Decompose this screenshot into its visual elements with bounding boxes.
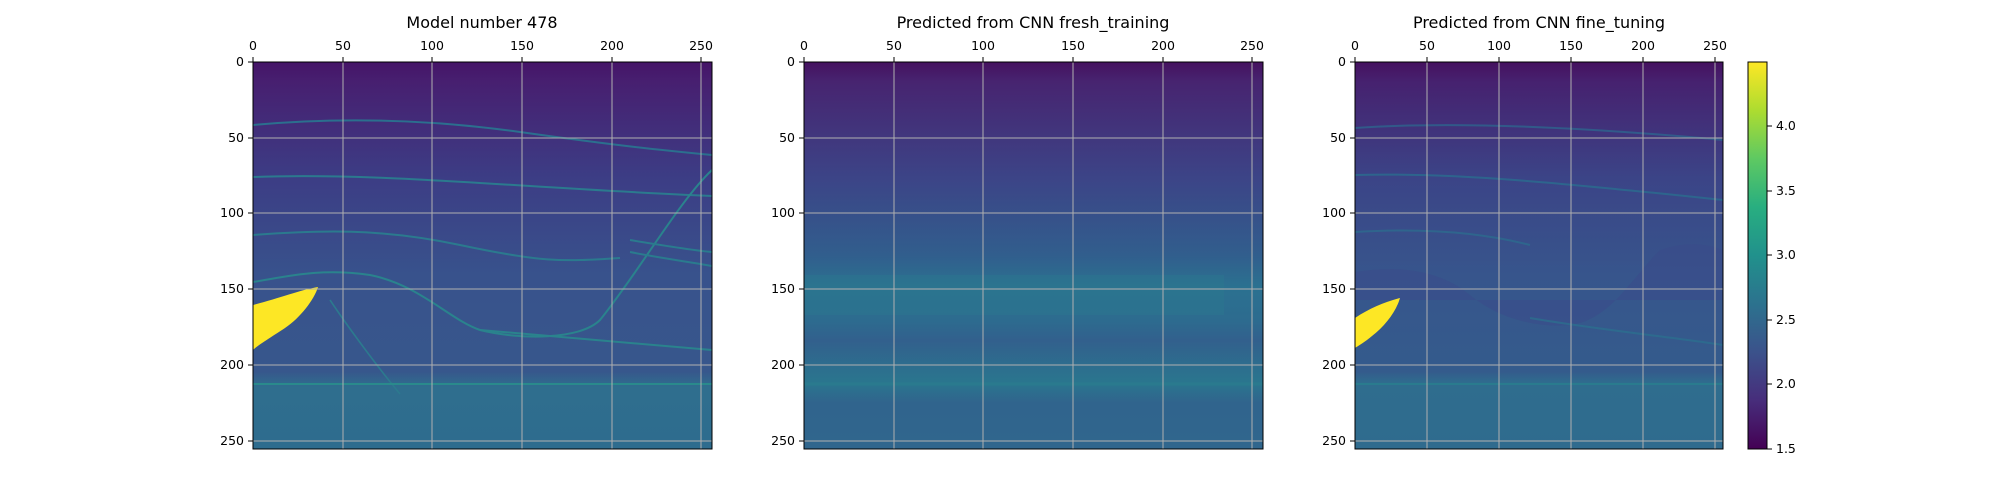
y-tick-label: 50 [779, 130, 795, 145]
colorbar-tick-label: 3.5 [1776, 183, 1796, 198]
x-tick-label: 200 [600, 38, 624, 53]
y-tick-label: 100 [1322, 205, 1346, 220]
x-tick-label: 250 [689, 38, 713, 53]
y-tick-label: 150 [1322, 281, 1346, 296]
x-tick-label: 250 [1703, 38, 1727, 53]
x-tick-label: 50 [1419, 38, 1435, 53]
y-tick-label: 250 [220, 433, 244, 448]
y-tick-label: 100 [771, 205, 795, 220]
grid [804, 62, 1263, 449]
heatmap-image [804, 62, 1263, 449]
grid [253, 62, 712, 449]
x-axis: 0 50 100 150 200 250 [1351, 38, 1727, 62]
x-tick-label: 150 [510, 38, 534, 53]
x-tick-label: 50 [335, 38, 351, 53]
y-tick-label: 50 [228, 130, 244, 145]
heatmap-image [1355, 62, 1723, 449]
x-axis: 0 50 100 150 200 250 [800, 38, 1264, 62]
grid [1355, 62, 1723, 449]
plot-frame [1354, 61, 1724, 450]
y-tick-label: 0 [1338, 54, 1346, 69]
y-tick-label: 100 [220, 205, 244, 220]
panel-fresh-training: Predicted from CNN fresh_training 0 50 1… [771, 13, 1264, 450]
plot-frame [252, 61, 713, 450]
plot-frame [803, 61, 1264, 450]
panel-title: Predicted from CNN fine_tuning [1413, 13, 1665, 33]
panel-title: Predicted from CNN fresh_training [897, 13, 1170, 33]
y-tick-label: 250 [1322, 433, 1346, 448]
y-tick-label: 150 [220, 281, 244, 296]
y-axis: 0 50 100 150 200 250 [771, 54, 804, 448]
x-tick-label: 0 [249, 38, 257, 53]
panel-fine-tuning: Predicted from CNN fine_tuning [1322, 13, 1727, 450]
x-tick-label: 100 [420, 38, 444, 53]
colorbar-gradient [1747, 61, 1768, 450]
colorbar-tick-label: 2.5 [1776, 312, 1796, 327]
colorbar: 1.5 2.0 2.5 3.0 3.5 4.0 [1747, 61, 1796, 456]
y-axis: 0 50 100 150 200 250 [1322, 54, 1355, 448]
x-tick-label: 100 [971, 38, 995, 53]
x-tick-label: 50 [886, 38, 902, 53]
x-tick-label: 150 [1559, 38, 1583, 53]
y-tick-label: 200 [1322, 357, 1346, 372]
x-axis: 0 50 100 150 200 250 [249, 38, 713, 62]
y-tick-label: 50 [1330, 130, 1346, 145]
y-tick-label: 250 [771, 433, 795, 448]
y-tick-label: 0 [236, 54, 244, 69]
x-tick-label: 200 [1631, 38, 1655, 53]
heatmap-image [253, 62, 712, 449]
y-tick-label: 200 [220, 357, 244, 372]
colorbar-tick-label: 1.5 [1776, 441, 1796, 456]
x-tick-label: 150 [1061, 38, 1085, 53]
y-axis: 0 50 100 150 200 250 [220, 54, 253, 448]
colorbar-tick-label: 3.0 [1776, 247, 1796, 262]
colorbar-tick-label: 4.0 [1776, 118, 1796, 133]
panel-title: Model number 478 [406, 13, 557, 32]
y-tick-label: 150 [771, 281, 795, 296]
y-tick-label: 0 [787, 54, 795, 69]
x-tick-label: 100 [1487, 38, 1511, 53]
y-tick-label: 200 [771, 357, 795, 372]
x-tick-label: 250 [1240, 38, 1264, 53]
panel-true-model: Model number 478 [220, 13, 713, 450]
colorbar-tick-label: 2.0 [1776, 376, 1796, 391]
x-tick-label: 0 [1351, 38, 1359, 53]
x-tick-label: 200 [1151, 38, 1175, 53]
x-tick-label: 0 [800, 38, 808, 53]
